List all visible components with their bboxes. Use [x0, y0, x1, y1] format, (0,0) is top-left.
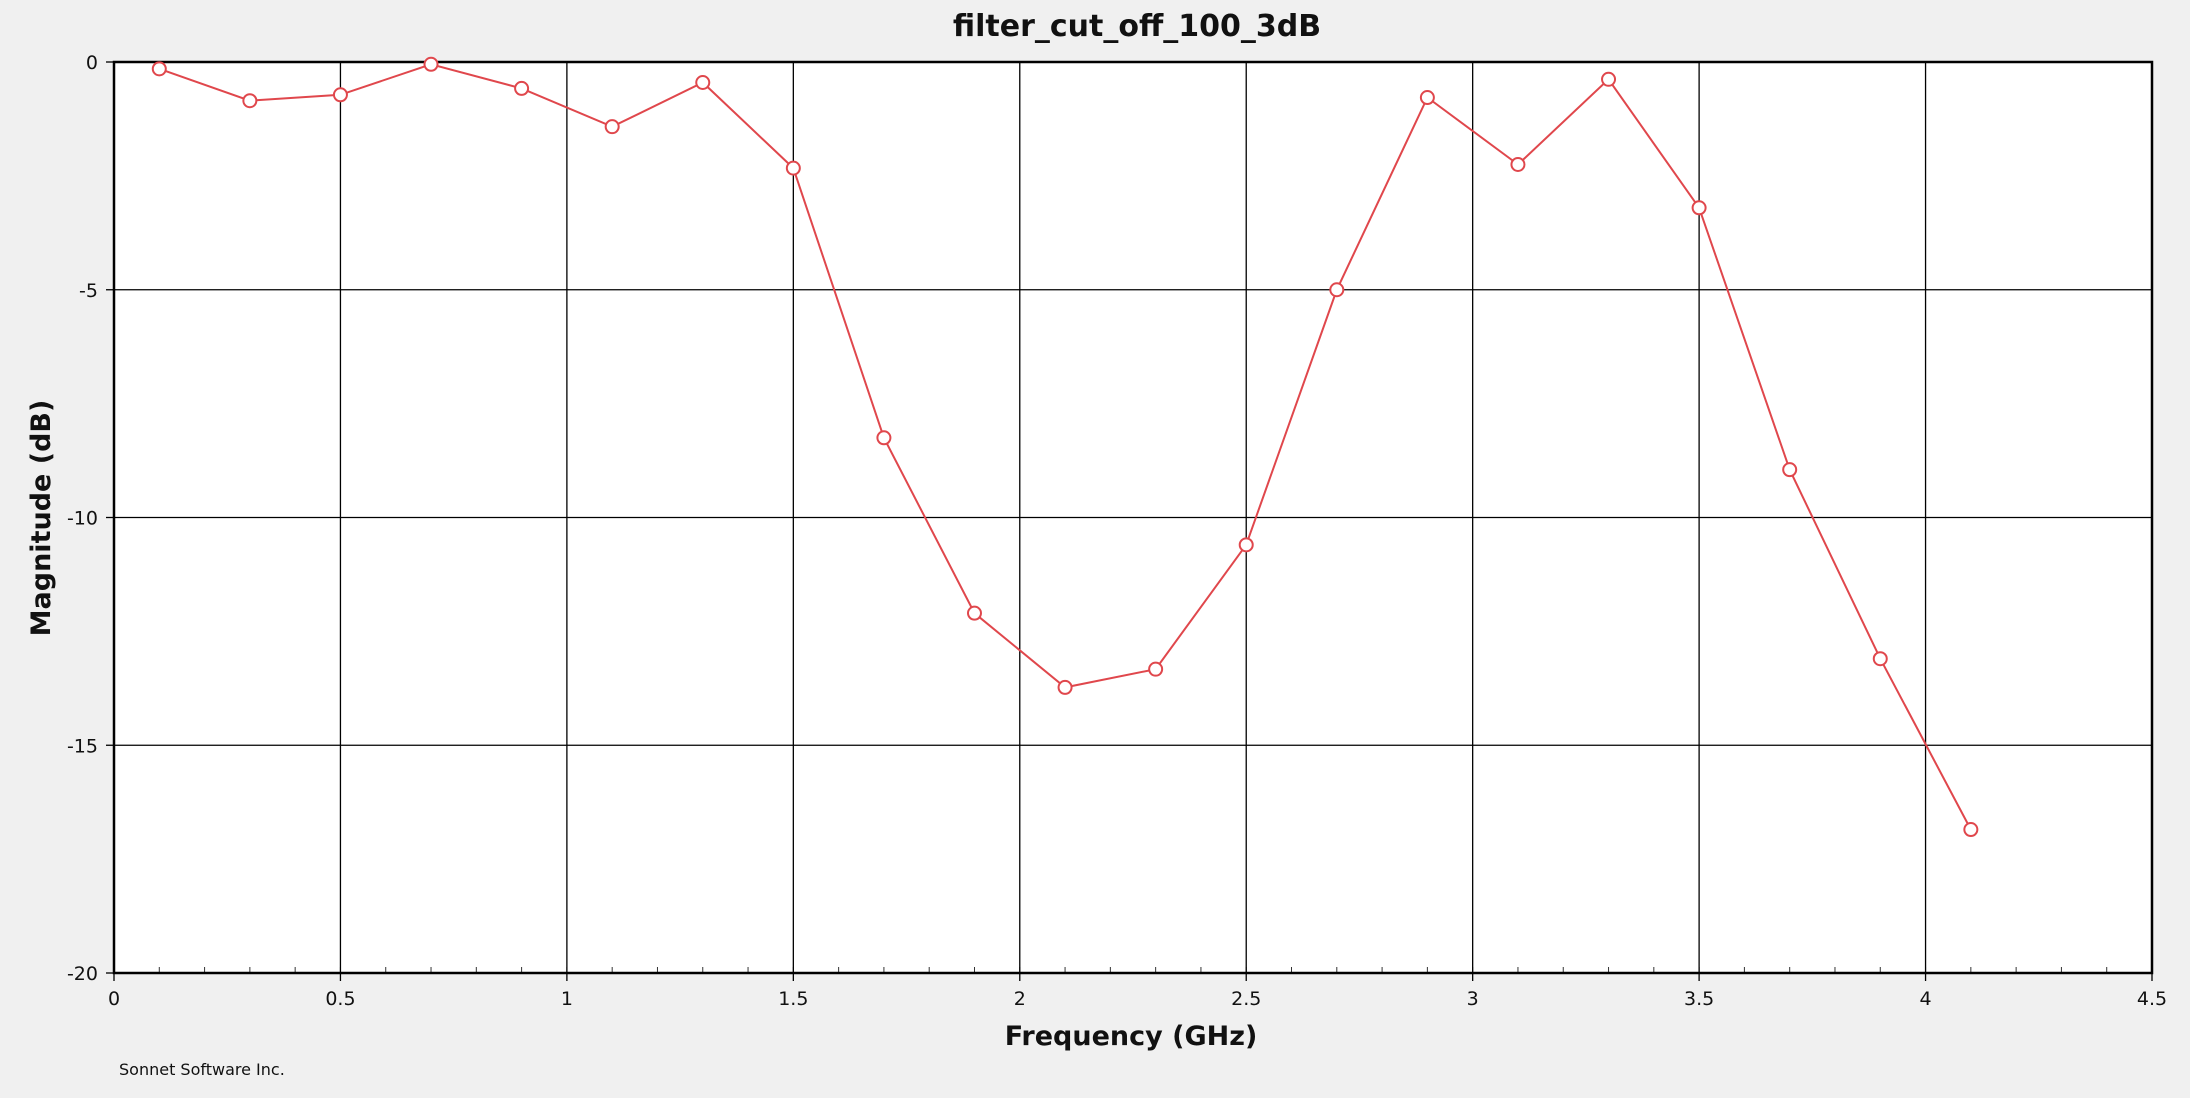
y-tick-label: -5: [79, 280, 98, 302]
data-point: [876, 430, 892, 446]
y-tick-label: 0: [86, 52, 98, 74]
x-tick-label: 3: [1467, 988, 1479, 1010]
y-tick-label: -10: [67, 508, 98, 530]
data-point: [1872, 651, 1888, 667]
data-point: [1510, 156, 1526, 172]
data-point: [1601, 71, 1617, 87]
data-point: [966, 605, 982, 621]
data-point: [1419, 90, 1435, 106]
data-point: [1329, 282, 1345, 298]
data-point: [1057, 679, 1073, 695]
x-tick-label: 2.5: [1231, 988, 1261, 1010]
data-point: [1148, 661, 1164, 677]
data-point: [423, 56, 439, 72]
data-point: [1963, 822, 1979, 838]
x-tick-label: 4.5: [2137, 988, 2167, 1010]
plot-border: [112, 60, 2154, 975]
data-point: [604, 119, 620, 135]
data-point: [1782, 462, 1798, 478]
data-point: [1238, 537, 1254, 553]
data-point: [695, 74, 711, 90]
data-point: [332, 87, 348, 103]
x-tick-label: 3.5: [1684, 988, 1714, 1010]
data-point: [514, 80, 530, 96]
x-tick-label: 0.5: [325, 988, 355, 1010]
footer-credit: Sonnet Software Inc.: [119, 1060, 285, 1079]
x-axis-label: Frequency (GHz): [1005, 1021, 1258, 1052]
series-layer: [151, 56, 1979, 838]
x-tick-label: 2: [1014, 988, 1026, 1010]
data-point: [1691, 200, 1707, 216]
x-tick-label: 0: [108, 988, 120, 1010]
x-tick-label: 4: [1920, 988, 1932, 1010]
chart-title: filter_cut_off_100_3dB: [953, 9, 1321, 44]
y-tick-label: -20: [67, 963, 98, 985]
y-tick-label: -15: [67, 735, 98, 757]
tick-labels: 0 0.5 1 1.5 2 2.5 3 3.5 4 4.5 0 -5 -10 -15 -20: [67, 52, 2167, 1010]
plot-area: [106, 60, 2154, 981]
data-point: [151, 61, 167, 77]
y-axis-label: Magnitude (dB): [26, 400, 57, 637]
x-tick-label: 1.5: [778, 988, 808, 1010]
x-tick-label: 1: [561, 988, 573, 1010]
data-point: [785, 160, 801, 176]
data-point: [242, 93, 258, 109]
